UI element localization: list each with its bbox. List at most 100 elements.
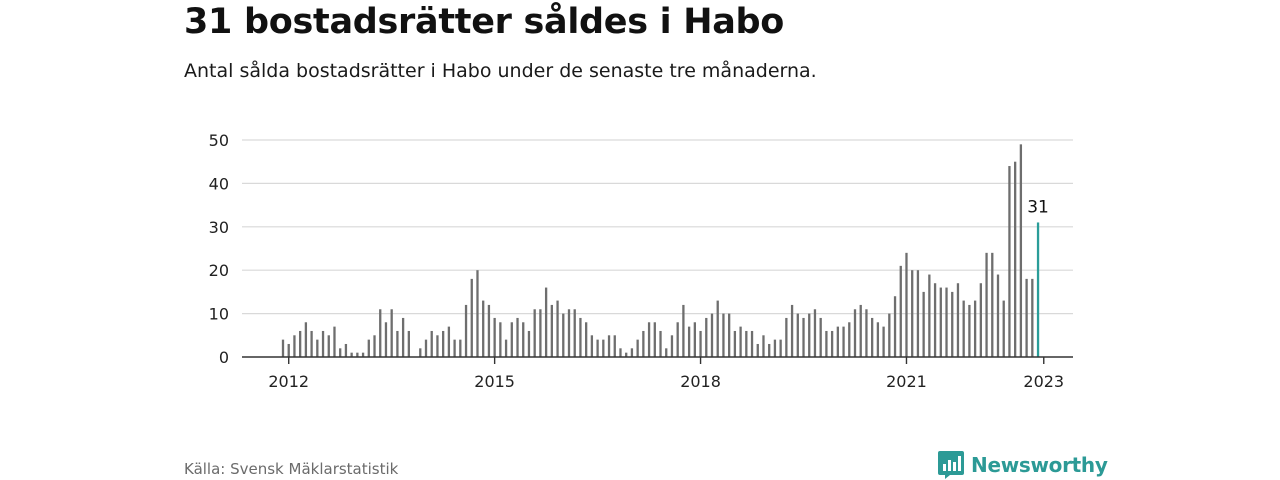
- bar: [653, 322, 656, 357]
- bar: [482, 300, 485, 357]
- bar: [836, 326, 839, 357]
- y-tick-label: 50: [209, 131, 229, 150]
- bar: [642, 330, 645, 357]
- bar: [876, 322, 880, 357]
- bar-chart-speech-bubble-icon: [938, 451, 964, 479]
- x-tick-label: 2018: [680, 372, 721, 391]
- gridlines: [242, 139, 1073, 315]
- brand-logo: Newsworthy: [937, 450, 1108, 480]
- bar: [310, 330, 313, 357]
- x-axis-ticks: 2012 2015 2018 2021 2023: [242, 356, 1073, 391]
- bar: [790, 304, 794, 357]
- bar: [476, 270, 479, 357]
- bar: [442, 330, 445, 357]
- bar: [487, 304, 491, 357]
- bar: [842, 326, 845, 357]
- data-labels: 31: [1027, 197, 1049, 217]
- bar: [973, 300, 977, 357]
- bar: [401, 317, 405, 357]
- bar: [768, 343, 771, 357]
- bar: [802, 317, 805, 357]
- bar: [453, 339, 456, 357]
- bar: [956, 283, 960, 357]
- bar: [808, 313, 811, 357]
- bar-highlight: [1036, 222, 1040, 357]
- bar: [676, 322, 679, 357]
- highlight-value-label: 31: [1027, 197, 1049, 217]
- bar: [625, 352, 628, 357]
- bar: [1031, 278, 1034, 357]
- bar: [779, 339, 782, 357]
- bar: [379, 309, 382, 357]
- bar: [384, 322, 388, 357]
- bar: [281, 339, 285, 357]
- bar: [390, 309, 393, 357]
- bar: [745, 330, 748, 357]
- y-tick-label: 20: [209, 261, 229, 280]
- bar: [1002, 300, 1005, 357]
- bar: [533, 309, 536, 357]
- bar: [687, 326, 691, 357]
- bar: [888, 313, 891, 357]
- bar: [728, 313, 731, 357]
- source-note: Källa: Svensk Mäklarstatistik: [184, 460, 399, 478]
- bar: [304, 322, 308, 357]
- y-tick-label: 30: [209, 218, 229, 237]
- bar: [699, 330, 702, 357]
- bar: [882, 326, 885, 357]
- bar: [991, 252, 994, 357]
- bar: [693, 322, 696, 357]
- bar: [933, 283, 937, 357]
- bar: [556, 300, 559, 357]
- bar: [522, 322, 525, 357]
- bar: [430, 330, 433, 357]
- bar: [859, 304, 862, 357]
- bar: [573, 309, 576, 357]
- bar: [373, 335, 376, 357]
- bar: [848, 322, 851, 357]
- bar: [939, 287, 942, 357]
- bar: [945, 287, 948, 357]
- bar: [871, 317, 874, 357]
- bar: [979, 283, 982, 357]
- bar: [527, 330, 531, 357]
- brand-name: Newsworthy: [971, 453, 1108, 477]
- bar: [585, 322, 588, 357]
- bar: [361, 352, 365, 357]
- bar: [436, 335, 439, 357]
- bar: [670, 335, 674, 357]
- bar: [590, 335, 594, 357]
- bars: [281, 144, 1040, 357]
- bar: [464, 304, 468, 357]
- bar: [911, 270, 914, 357]
- bar: [562, 313, 565, 357]
- bar: [905, 252, 908, 357]
- bar: [470, 278, 473, 357]
- bar: [316, 339, 319, 357]
- x-tick-label: 2023: [1023, 372, 1064, 391]
- bar: [407, 330, 410, 357]
- bar: [1025, 278, 1028, 357]
- bar: [544, 287, 548, 357]
- x-tick-label: 2012: [268, 372, 309, 391]
- bar: [710, 313, 714, 357]
- bar: [613, 335, 616, 357]
- bar: [659, 330, 662, 357]
- bar: [899, 265, 902, 357]
- bar: [287, 343, 290, 357]
- bar: [579, 317, 582, 357]
- bar: [344, 343, 348, 357]
- bar: [762, 335, 765, 357]
- bar: [636, 339, 639, 357]
- bar: [333, 326, 336, 357]
- bar: [825, 330, 828, 357]
- bar: [647, 322, 651, 357]
- y-tick-label: 10: [209, 305, 229, 324]
- bar: [733, 330, 737, 357]
- bar: [922, 291, 925, 357]
- bar: [951, 291, 954, 357]
- bar: [339, 348, 342, 357]
- bar: [293, 335, 296, 357]
- bar: [550, 304, 553, 357]
- bar: [796, 313, 799, 357]
